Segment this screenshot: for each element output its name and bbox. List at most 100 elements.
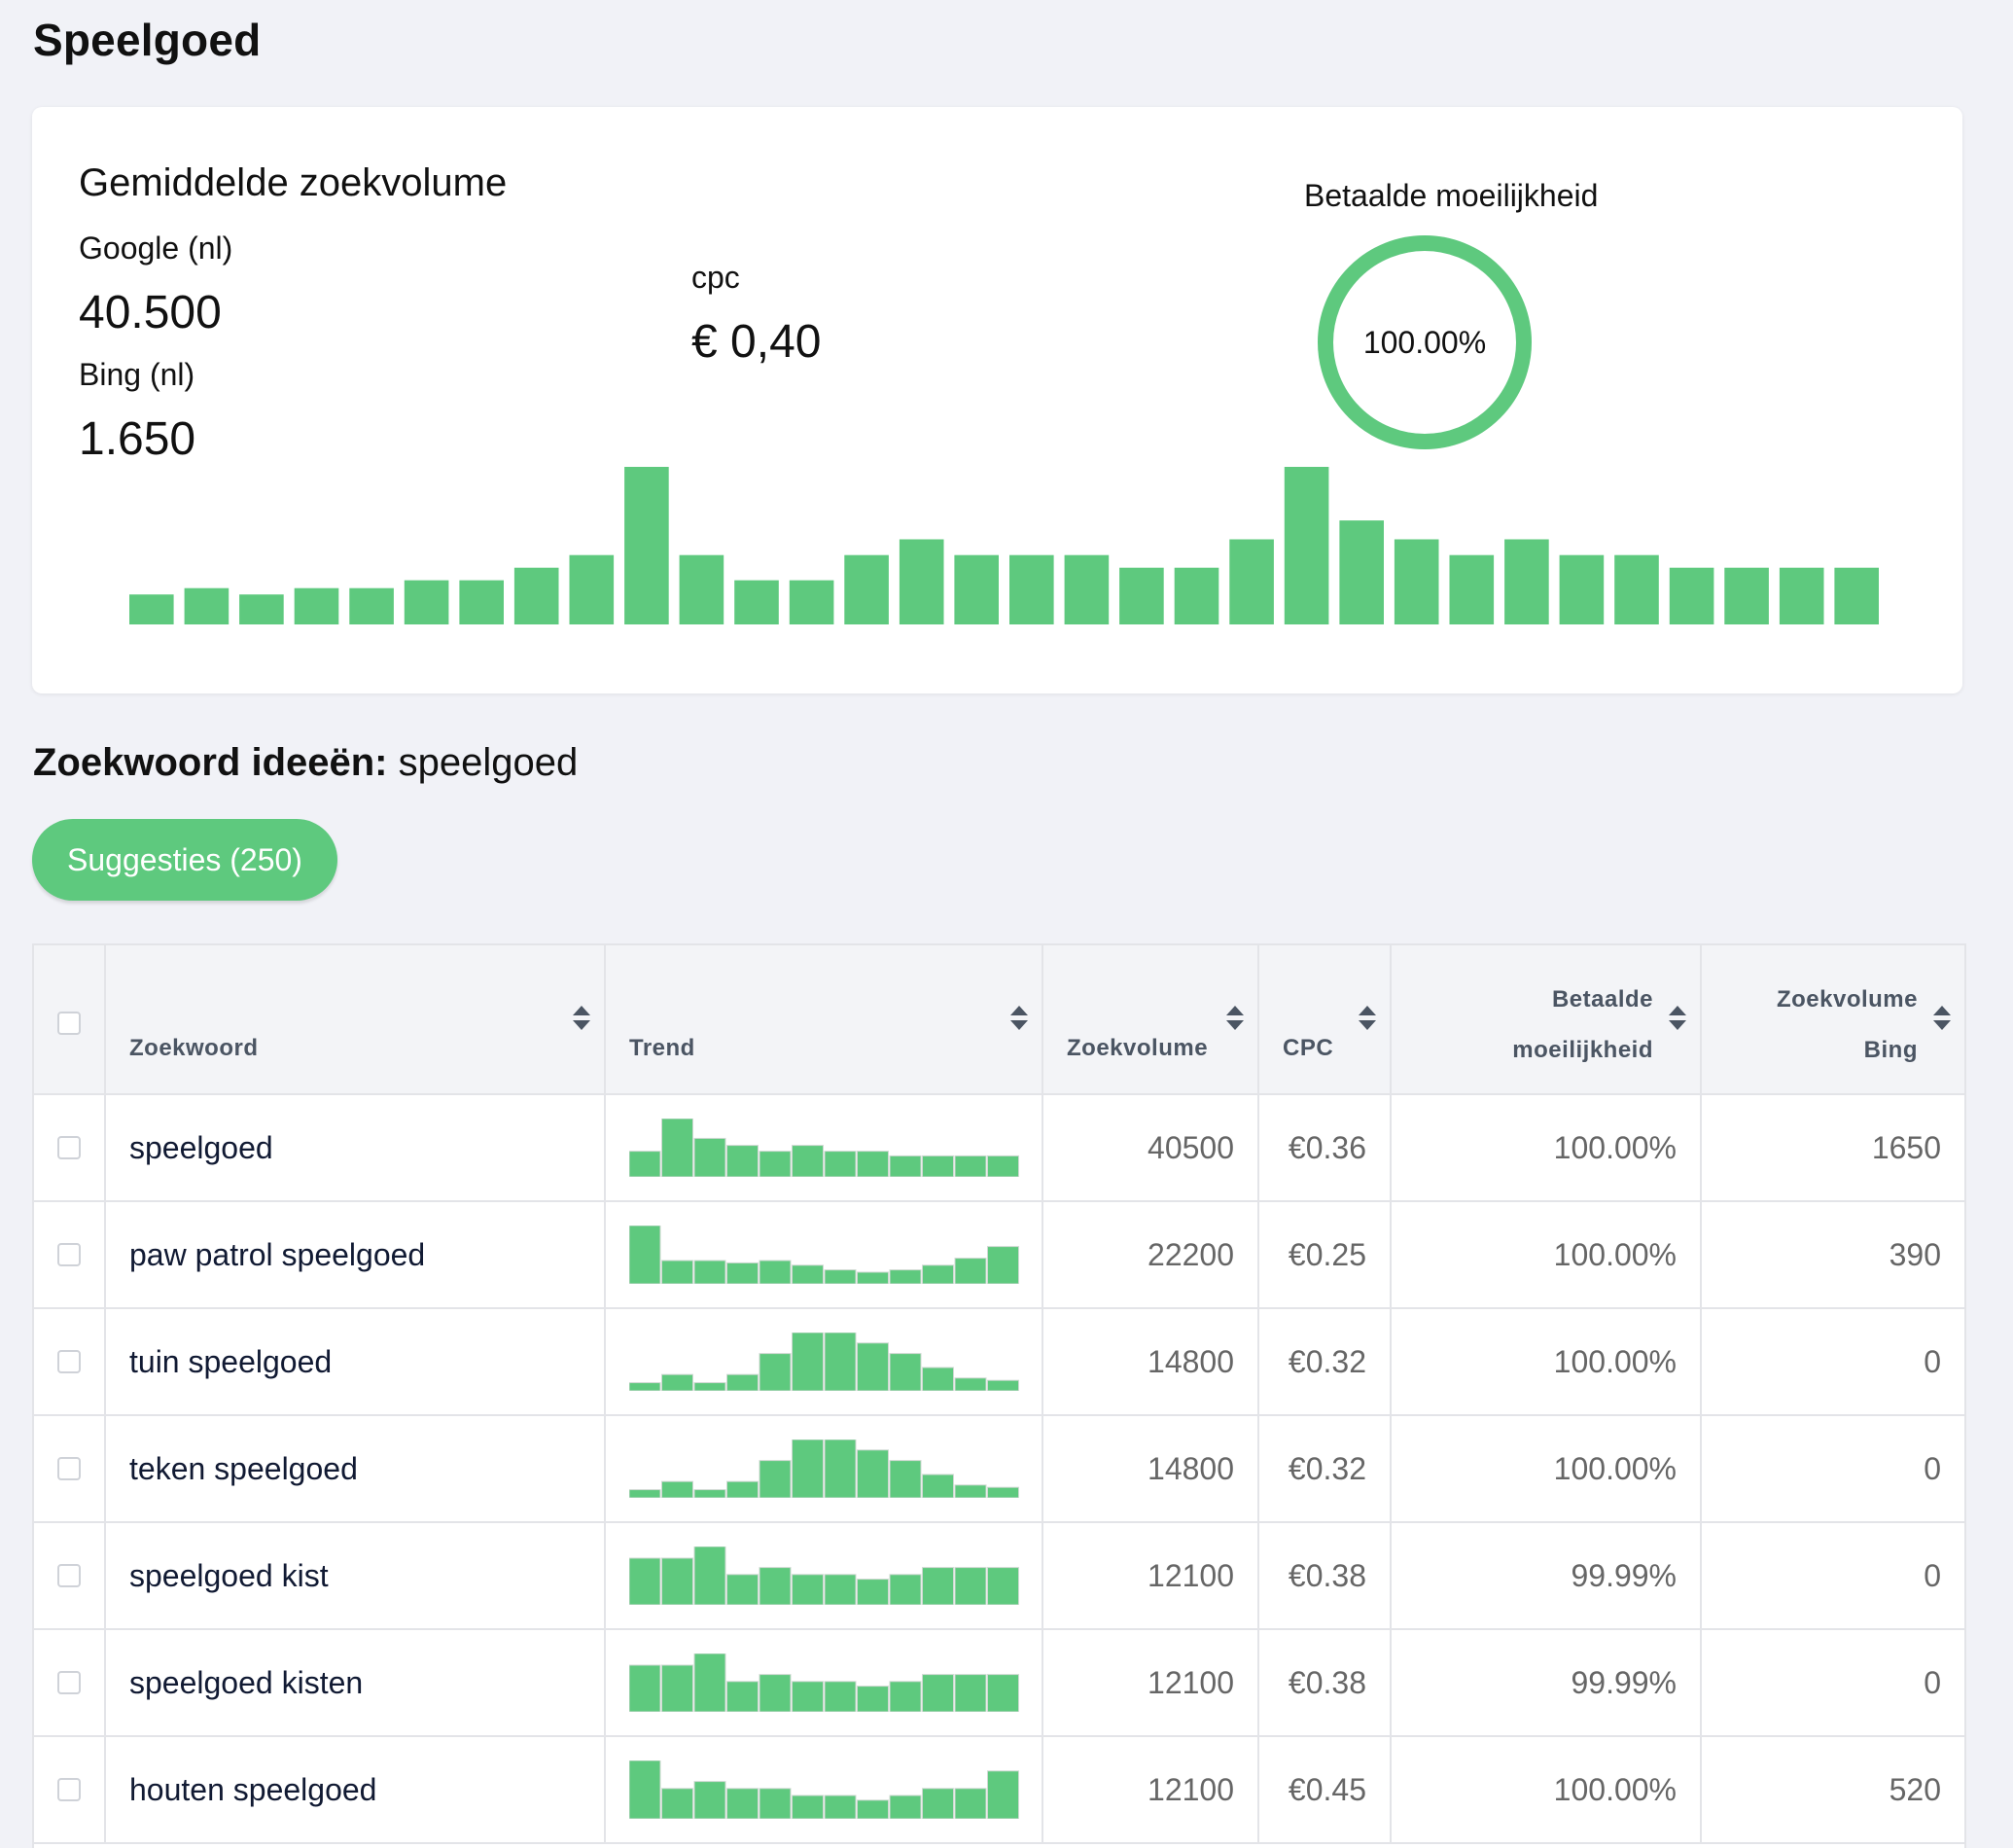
difficulty-arc bbox=[1318, 235, 1532, 449]
sparkline-bar bbox=[987, 1674, 1019, 1712]
header-difficulty[interactable]: Betaalde moeilijkheid bbox=[1391, 945, 1702, 1095]
row-checkbox[interactable] bbox=[57, 1350, 81, 1373]
trend-sparkline bbox=[629, 1760, 1019, 1819]
google-label: Google (nl) bbox=[79, 231, 233, 266]
sparkline-bar bbox=[954, 1258, 987, 1284]
table-row[interactable]: speelgoed kist 12100 €0.38 99.99% 0 bbox=[34, 1522, 1964, 1630]
cpc-cell: €0.45 bbox=[1258, 1736, 1392, 1844]
header-bing-line2: Bing bbox=[1863, 1037, 1918, 1063]
sparkline-bar bbox=[759, 1460, 792, 1498]
keyword-cell[interactable]: speelgoed kisten bbox=[105, 1629, 606, 1737]
sparkline-bar bbox=[889, 1460, 922, 1498]
chart-bar bbox=[1504, 539, 1549, 624]
summary-card: Gemiddelde zoekvolume Google (nl) 40.500… bbox=[32, 107, 1962, 693]
sparkline-bar bbox=[661, 1480, 693, 1498]
sparkline-bar bbox=[726, 1681, 759, 1712]
chart-bar bbox=[239, 594, 284, 624]
sparkline-bar bbox=[629, 1382, 661, 1391]
chart-bar bbox=[624, 467, 669, 624]
volume-cell: 14800 bbox=[1042, 1415, 1259, 1523]
header-cpc-label: CPC bbox=[1283, 1035, 1334, 1061]
header-difficulty-line2: moeilijkheid bbox=[1512, 1037, 1653, 1063]
bing-volume-cell: 0 bbox=[1701, 1629, 1964, 1737]
header-trend[interactable]: Trend bbox=[605, 945, 1043, 1095]
table-row[interactable]: speelgoed kisten 12100 €0.38 99.99% 0 bbox=[34, 1629, 1964, 1737]
volume-cell: 12100 bbox=[1042, 1522, 1259, 1630]
sparkline-bar bbox=[792, 1145, 824, 1177]
row-checkbox[interactable] bbox=[57, 1136, 81, 1159]
sort-icon[interactable] bbox=[1008, 1004, 1030, 1033]
keyword-ideas-query: speelgoed bbox=[398, 741, 579, 784]
sparkline-bar bbox=[857, 1579, 889, 1605]
row-select bbox=[34, 1522, 106, 1630]
difficulty-cell: 99.99% bbox=[1391, 1522, 1702, 1630]
table-row[interactable]: paw patrol speelgoed 22200 €0.25 100.00% 390 bbox=[34, 1201, 1964, 1309]
sparkline-bar bbox=[726, 1788, 759, 1819]
sparkline-bar bbox=[629, 1489, 661, 1498]
keyword-cell[interactable]: speelgoed kist bbox=[105, 1522, 606, 1630]
header-volume[interactable]: Zoekvolume bbox=[1042, 945, 1259, 1095]
sort-icon[interactable] bbox=[571, 1004, 592, 1033]
row-checkbox[interactable] bbox=[57, 1778, 81, 1801]
header-bing-line1: Zoekvolume bbox=[1776, 986, 1918, 1013]
keyword-cell[interactable]: tuin speelgoed bbox=[105, 1308, 606, 1416]
header-keyword[interactable]: Zoekwoord bbox=[105, 945, 606, 1095]
suggestions-tab[interactable]: Suggesties (250) bbox=[32, 819, 337, 901]
table-row[interactable]: teken speelgoed 14800 €0.32 100.00% 0 bbox=[34, 1415, 1964, 1523]
sort-icon[interactable] bbox=[1667, 1004, 1688, 1033]
table-row[interactable]: houten speelgoed 12100 €0.45 100.00% 520 bbox=[34, 1736, 1964, 1844]
sparkline-bar bbox=[857, 1342, 889, 1391]
header-cpc[interactable]: CPC bbox=[1258, 945, 1392, 1095]
keyword-cell[interactable]: paw patrol speelgoed bbox=[105, 1201, 606, 1309]
select-all-checkbox[interactable] bbox=[57, 1012, 81, 1035]
chart-bar bbox=[1449, 554, 1495, 624]
sparkline-bar bbox=[857, 1271, 889, 1284]
sparkline-bar bbox=[661, 1664, 693, 1712]
sparkline-bar bbox=[693, 1137, 726, 1177]
difficulty-cell: 100.00% bbox=[1391, 1415, 1702, 1523]
row-checkbox[interactable] bbox=[57, 1564, 81, 1587]
chart-bar bbox=[1394, 539, 1439, 624]
sparkline-bar bbox=[824, 1269, 857, 1284]
bing-volume-cell: 0 bbox=[1701, 1415, 1964, 1523]
sort-icon[interactable] bbox=[1357, 1004, 1378, 1033]
difficulty-cell: 100.00% bbox=[1391, 1736, 1702, 1844]
difficulty-label: Betaalde moeilijkheid bbox=[1304, 178, 1599, 213]
keyword-cell[interactable]: teken speelgoed bbox=[105, 1415, 606, 1523]
header-bing[interactable]: Zoekvolume Bing bbox=[1701, 945, 1964, 1095]
table-row[interactable]: tuin speelgoed 14800 €0.32 100.00% 0 bbox=[34, 1308, 1964, 1416]
sparkline-bar bbox=[954, 1674, 987, 1712]
row-checkbox[interactable] bbox=[57, 1243, 81, 1266]
sparkline-bar bbox=[693, 1382, 726, 1391]
chart-bar bbox=[1229, 539, 1274, 624]
sparkline-bar bbox=[857, 1686, 889, 1712]
row-checkbox[interactable] bbox=[57, 1457, 81, 1480]
sparkline-bar bbox=[954, 1484, 987, 1498]
table-row[interactable]: speelgoed 40500 €0.36 100.00% 1650 bbox=[34, 1094, 1964, 1202]
keyword-cell[interactable]: speelgoed bbox=[105, 1094, 606, 1202]
sparkline-bar bbox=[629, 1226, 661, 1284]
sort-icon[interactable] bbox=[1931, 1004, 1953, 1033]
sparkline-bar bbox=[922, 1674, 954, 1712]
keyword-cell[interactable]: houten speelgoed bbox=[105, 1736, 606, 1844]
trend-cell bbox=[605, 1415, 1043, 1523]
sparkline-bar bbox=[889, 1353, 922, 1391]
sparkline-bar bbox=[629, 1664, 661, 1712]
sparkline-bar bbox=[824, 1681, 857, 1712]
volume-cell: 12100 bbox=[1042, 1736, 1259, 1844]
volume-cell: 14800 bbox=[1042, 1308, 1259, 1416]
row-checkbox[interactable] bbox=[57, 1671, 81, 1694]
header-difficulty-label: Betaalde moeilijkheid bbox=[1512, 975, 1653, 1076]
sparkline-bar bbox=[759, 1567, 792, 1605]
table-header-row: Zoekwoord Trend Zoekvolume CPC bbox=[34, 945, 1964, 1095]
chart-bar bbox=[404, 580, 449, 624]
keyword-ideas-title: Zoekwoord ideeën: speelgoed bbox=[33, 741, 578, 785]
sort-icon[interactable] bbox=[1224, 1004, 1246, 1033]
chart-bar bbox=[1779, 567, 1824, 624]
chart-bar bbox=[679, 554, 724, 624]
difficulty-value: 100.00% bbox=[1362, 324, 1487, 360]
sparkline-bar bbox=[792, 1333, 824, 1391]
trend-cell bbox=[605, 1522, 1043, 1630]
chart-bar bbox=[184, 587, 230, 624]
header-select-all bbox=[34, 945, 106, 1095]
